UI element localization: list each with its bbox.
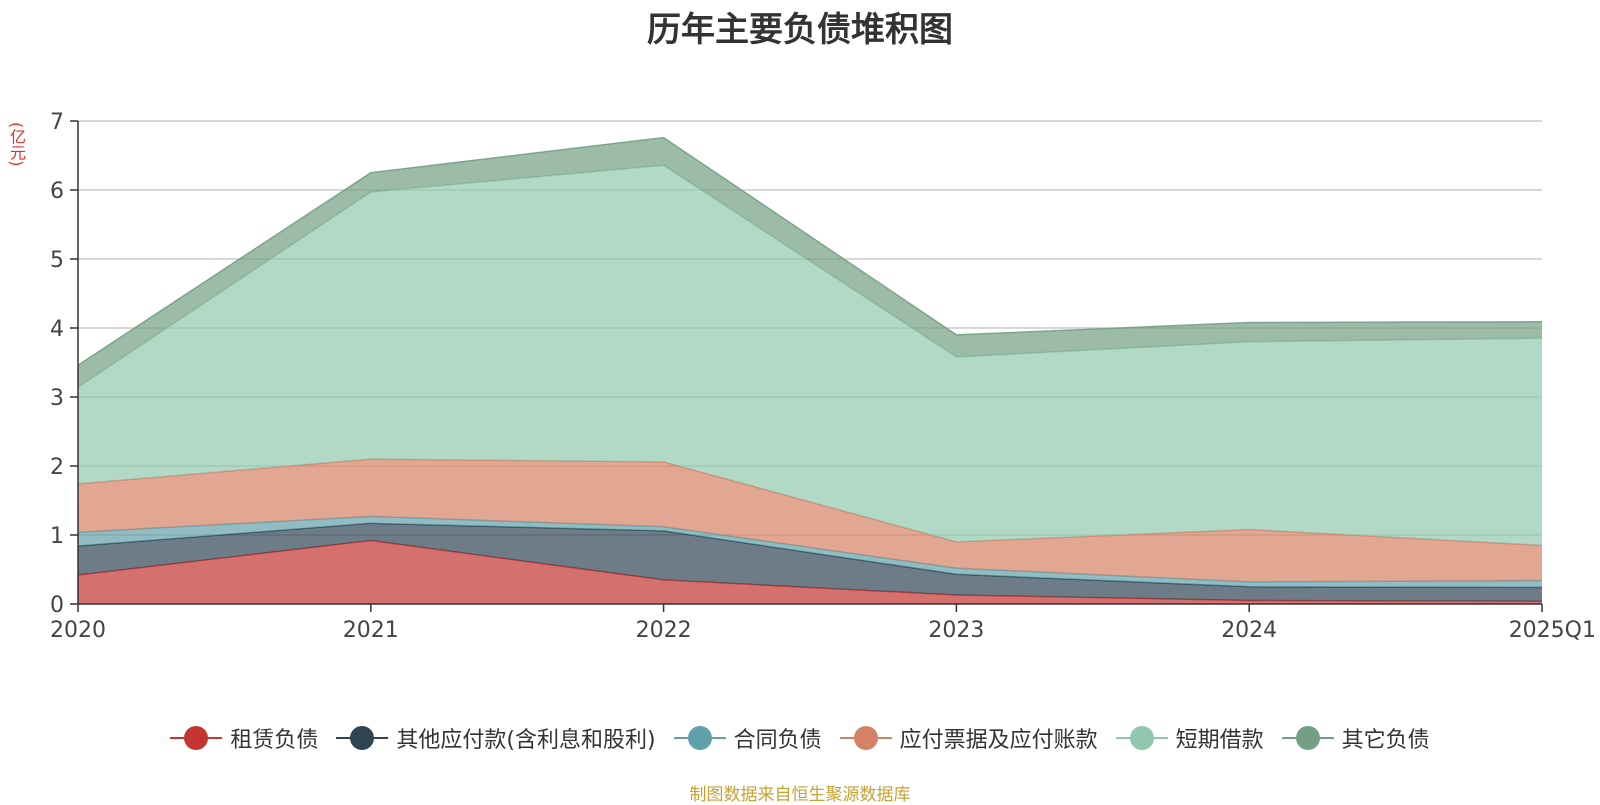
legend-dot <box>350 726 375 750</box>
legend-marker-icon <box>839 726 892 750</box>
y-tick-label: 1 <box>50 524 64 549</box>
legend-label: 其它负债 <box>1341 728 1430 753</box>
y-tick-label: 6 <box>50 179 64 204</box>
legend-dot <box>853 726 878 750</box>
area-series-4 <box>78 459 1542 582</box>
y-axis-unit-label: (亿元) <box>7 122 26 167</box>
legend-item[interactable]: 合同负债 <box>673 722 822 754</box>
area-series-5 <box>78 165 1542 546</box>
y-tick-label: 3 <box>50 386 64 411</box>
x-tick-label: 2023 <box>928 618 984 643</box>
legend-dot <box>1129 726 1154 750</box>
x-tick-label: 2021 <box>343 618 399 643</box>
legend-dot <box>184 726 209 750</box>
area-series-3 <box>78 516 1542 588</box>
area-series-1 <box>78 540 1542 604</box>
y-tick-label: 5 <box>50 248 64 273</box>
tick-labels: 0 1 2 3 4 5 6 7 2020 2021 2022 2023 2024 2025Q1 <box>50 110 1596 643</box>
legend-dot <box>1295 726 1320 750</box>
axes <box>70 120 1543 612</box>
legend-label: 合同负债 <box>733 728 822 753</box>
legend-label: 应付票据及应付账款 <box>899 728 1098 753</box>
legend-label: 租赁负债 <box>230 728 319 753</box>
source-note: 制图数据来自恒生聚源数据库 <box>689 785 911 805</box>
legend-item[interactable]: 其它负债 <box>1281 722 1430 754</box>
y-tick-label: 2 <box>50 455 64 480</box>
legend-marker-icon <box>1281 726 1334 750</box>
chart-title: 历年主要负债堆积图 <box>647 10 953 50</box>
y-tick-label: 4 <box>50 317 64 342</box>
legend-dot <box>687 726 712 750</box>
legend-marker-icon <box>170 726 223 750</box>
legend-label: 短期借款 <box>1175 728 1264 753</box>
x-tick-label: 2024 <box>1221 618 1277 643</box>
y-tick-label: 7 <box>50 110 64 135</box>
y-tick-label: 0 <box>50 593 64 618</box>
legend: 租赁负债 其他应付款(含利息和股利) 合同负债 应付票据及应付账款 短期借款 其它负债 <box>0 722 1600 754</box>
legend-item[interactable]: 其他应付款(含利息和股利) <box>336 722 656 754</box>
x-tick-label: 2025Q1 <box>1509 618 1596 643</box>
x-tick-label: 2020 <box>50 618 106 643</box>
legend-item[interactable]: 短期借款 <box>1115 722 1264 754</box>
legend-item[interactable]: 应付票据及应付账款 <box>839 722 1098 754</box>
legend-marker-icon <box>336 726 389 750</box>
legend-item[interactable]: 租赁负债 <box>170 722 318 754</box>
legend-marker-icon <box>1115 726 1168 750</box>
legend-label: 其他应付款(含利息和股利) <box>396 728 656 753</box>
line-series-6 <box>77 136 1543 366</box>
legend-marker-icon <box>673 726 726 750</box>
x-tick-label: 2022 <box>636 618 692 643</box>
area-series-2 <box>78 523 1542 602</box>
series-areas <box>77 136 1543 604</box>
